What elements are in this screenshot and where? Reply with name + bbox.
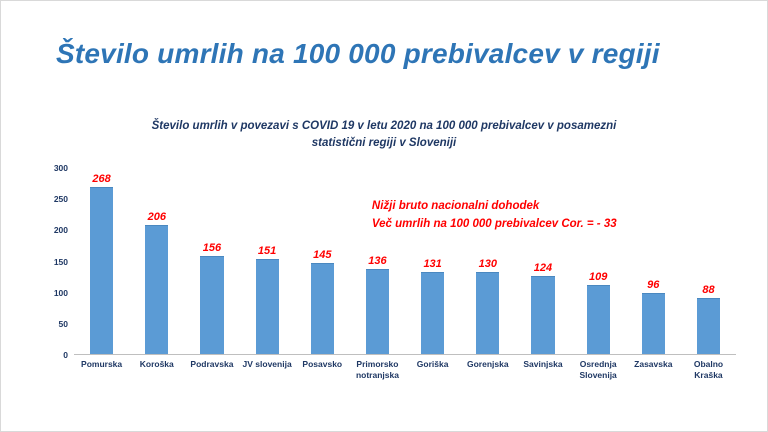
x-category-label: Savinjska xyxy=(523,359,563,369)
x-axis-labels: Pomurska Koroška Podravska JV slovenija Posa… xyxy=(74,359,736,382)
y-axis: 0 50 100 150 200 250 300 xyxy=(46,163,74,360)
bar-value-label: 151 xyxy=(257,245,277,258)
bar-column: 156 xyxy=(184,168,239,354)
bar-value-label: 145 xyxy=(313,249,332,262)
y-tick-label: 0 xyxy=(63,350,68,360)
plot-area: Nižji bruto nacionalni dohodek Več umrli… xyxy=(74,168,736,355)
bar xyxy=(200,256,224,354)
bar xyxy=(421,271,445,354)
bar xyxy=(696,298,721,354)
bar xyxy=(310,263,334,354)
bar-value-label: 156 xyxy=(202,242,222,255)
bars-area: 268 206 156 151 145 136 131 130 124 109 96 88 xyxy=(74,168,736,354)
bar-column: 131 xyxy=(405,168,460,354)
bar-value-label: 131 xyxy=(423,257,442,270)
y-tick-label: 300 xyxy=(53,163,68,173)
bar-value-label: 124 xyxy=(533,262,553,275)
bar xyxy=(255,259,279,354)
x-category-label: Primorsko notranjska xyxy=(355,359,399,381)
y-tick-label: 250 xyxy=(53,194,68,205)
x-category-label: Podravska xyxy=(190,359,234,369)
bar-value-label: 130 xyxy=(478,258,497,271)
bar xyxy=(90,186,114,354)
bar-column: 130 xyxy=(460,168,515,354)
x-category-label: Zasavska xyxy=(634,359,673,369)
bar-value-label: 96 xyxy=(647,279,660,292)
bar-value-label: 88 xyxy=(702,284,715,297)
x-category-label: Gorenjska xyxy=(467,359,509,369)
y-tick-label: 100 xyxy=(53,287,68,298)
x-category-label: JV slovenija xyxy=(242,359,292,369)
x-category-label: Goriška xyxy=(416,359,449,369)
x-category-label: Posavsko xyxy=(302,359,343,369)
bar xyxy=(365,268,390,354)
annotation-line-2: Več umrlih na 100 000 prebivalcev Cor. =… xyxy=(371,217,617,230)
y-tick-label: 150 xyxy=(53,256,68,267)
bar-value-label: 268 xyxy=(92,172,111,185)
bar-column: 96 xyxy=(626,168,681,354)
bar-column: 145 xyxy=(295,168,350,354)
bar-column: 151 xyxy=(240,168,295,354)
x-category-label: Obalno Kraška xyxy=(693,359,724,381)
bar-column: 124 xyxy=(515,168,570,354)
chart-title: Število umrlih v povezavi s COVID 19 v l… xyxy=(151,120,617,149)
annotation-line-1: Nižji bruto nacionalni dohodek xyxy=(371,199,540,212)
y-tick-label: 50 xyxy=(58,318,68,329)
bar xyxy=(586,285,610,354)
bar-column: 136 xyxy=(350,168,405,354)
bar-column: 109 xyxy=(571,168,626,354)
bar xyxy=(476,272,500,354)
bar-value-label: 109 xyxy=(588,271,608,284)
bar-column: 88 xyxy=(681,168,736,354)
bar-value-label: 136 xyxy=(368,254,387,267)
bar xyxy=(145,225,169,354)
bar-value-label: 206 xyxy=(147,211,166,224)
y-tick-label: 200 xyxy=(53,225,68,236)
x-category-label: Pomurska xyxy=(81,359,123,369)
bar-chart: 0 50 100 150 200 250 300 Nižji bruto nacionaln… xyxy=(46,163,736,360)
bar-column: 268 xyxy=(74,168,129,354)
x-category-label: Osrednja Slovenija xyxy=(579,359,617,381)
bar-column: 206 xyxy=(129,168,184,354)
x-category-label: Koroška xyxy=(139,359,174,369)
slide-title: Število umrlih na 100 000 prebivalcev v … xyxy=(56,38,660,69)
bar xyxy=(531,276,555,354)
chart-annotation: Nižji bruto nacionalni dohodek Več umrli… xyxy=(372,198,617,234)
bar xyxy=(641,293,665,354)
